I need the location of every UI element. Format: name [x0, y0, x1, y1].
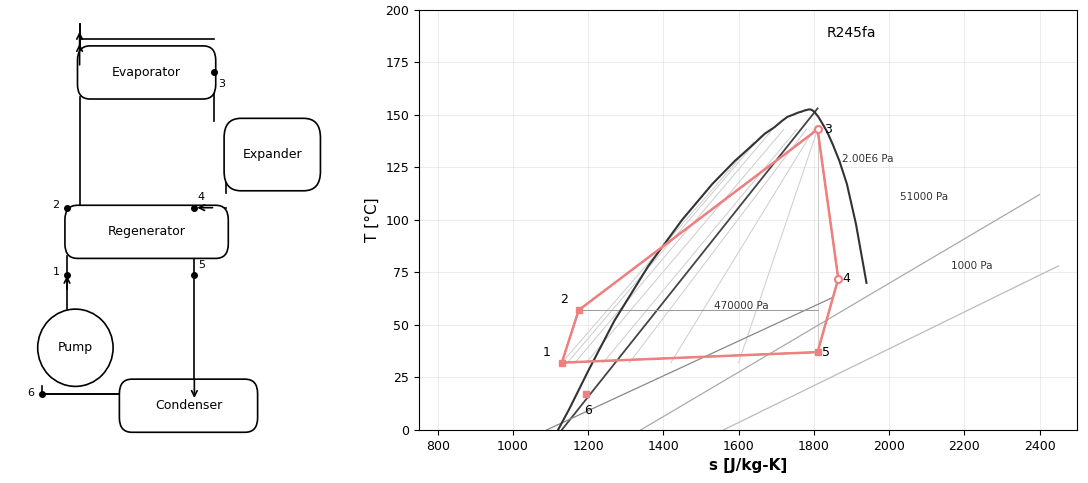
Text: 1000 Pa: 1000 Pa	[951, 261, 992, 271]
Text: 51000 Pa: 51000 Pa	[901, 192, 949, 202]
Text: 4: 4	[843, 272, 851, 285]
FancyBboxPatch shape	[77, 46, 215, 99]
Text: 3: 3	[218, 79, 225, 89]
Text: Expander: Expander	[243, 148, 302, 161]
Text: 4: 4	[198, 192, 205, 202]
Text: 2: 2	[560, 293, 568, 306]
Text: 2: 2	[52, 199, 60, 210]
Text: 470000 Pa: 470000 Pa	[714, 301, 769, 311]
Text: 5: 5	[823, 346, 830, 359]
Text: 3: 3	[825, 123, 832, 136]
Text: Pump: Pump	[58, 341, 92, 354]
Text: 5: 5	[198, 260, 206, 270]
Text: 6: 6	[27, 388, 34, 398]
Text: 6: 6	[584, 404, 592, 417]
Text: R245fa: R245fa	[827, 27, 876, 41]
Text: 1: 1	[52, 267, 60, 277]
FancyBboxPatch shape	[65, 205, 228, 258]
Ellipse shape	[38, 309, 113, 386]
Text: 2.00E6 Pa: 2.00E6 Pa	[842, 154, 893, 164]
X-axis label: s [J/kg-K]: s [J/kg-K]	[709, 458, 787, 473]
Text: Evaporator: Evaporator	[112, 66, 181, 79]
Y-axis label: T [°C]: T [°C]	[364, 198, 380, 242]
FancyBboxPatch shape	[120, 379, 258, 432]
FancyBboxPatch shape	[224, 118, 321, 191]
Text: Regenerator: Regenerator	[108, 226, 186, 238]
Text: 1: 1	[543, 346, 551, 359]
Text: Condenser: Condenser	[154, 399, 222, 412]
